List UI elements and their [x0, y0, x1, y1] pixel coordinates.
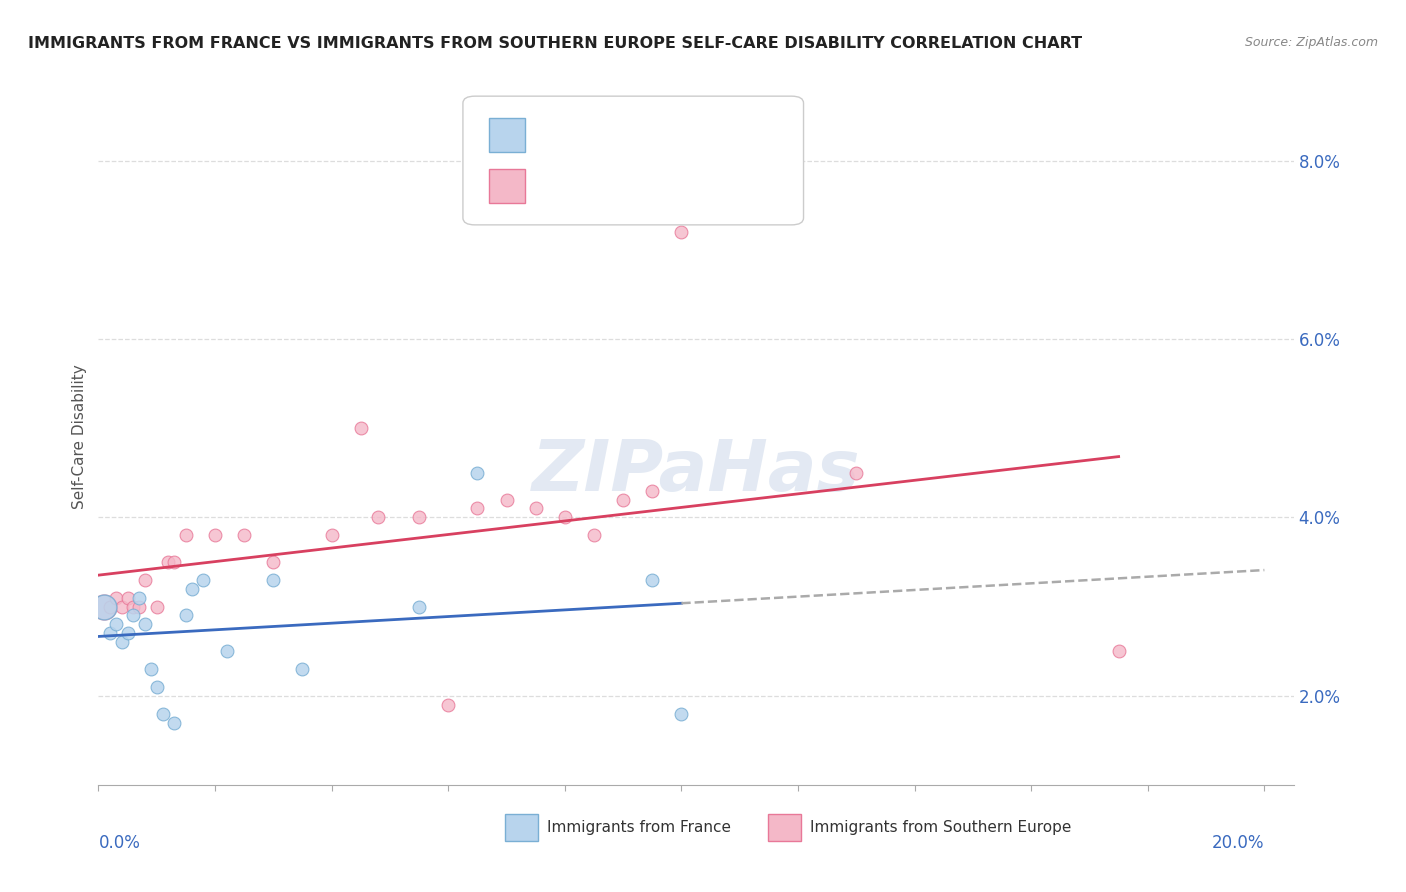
Text: 20.0%: 20.0% — [1212, 834, 1264, 852]
Point — [495, 492, 517, 507]
Point — [671, 225, 693, 239]
Point — [163, 715, 186, 730]
Point — [467, 466, 489, 480]
Y-axis label: Self-Care Disability: Self-Care Disability — [72, 365, 87, 509]
Point — [204, 528, 226, 542]
Point — [93, 599, 115, 614]
Point — [139, 662, 162, 676]
Point — [134, 617, 156, 632]
Point — [671, 706, 693, 721]
Point — [408, 599, 430, 614]
Point — [174, 528, 197, 542]
Point — [582, 528, 605, 542]
Point — [104, 617, 127, 632]
Text: N =: N = — [644, 126, 682, 145]
Point — [117, 591, 139, 605]
Point — [845, 466, 868, 480]
Text: 0.269: 0.269 — [575, 126, 628, 145]
Text: 30: 30 — [683, 177, 706, 195]
FancyBboxPatch shape — [768, 814, 801, 840]
Text: R =: R = — [537, 126, 574, 145]
Point — [233, 528, 256, 542]
Point — [145, 599, 167, 614]
Text: Source: ZipAtlas.com: Source: ZipAtlas.com — [1244, 36, 1378, 49]
FancyBboxPatch shape — [489, 119, 524, 152]
Point — [524, 501, 547, 516]
Point — [93, 599, 115, 614]
Point — [98, 599, 121, 614]
Point — [111, 599, 134, 614]
Text: Immigrants from Southern Europe: Immigrants from Southern Europe — [810, 820, 1071, 835]
Point — [350, 421, 373, 435]
FancyBboxPatch shape — [463, 96, 804, 225]
Point — [408, 510, 430, 524]
Point — [215, 644, 238, 658]
Point — [467, 501, 489, 516]
Point — [321, 528, 343, 542]
Point — [122, 599, 145, 614]
FancyBboxPatch shape — [489, 169, 524, 202]
Text: 0.524: 0.524 — [575, 177, 628, 195]
Point — [1108, 644, 1130, 658]
Point — [128, 591, 150, 605]
Point — [291, 662, 314, 676]
Point — [641, 573, 664, 587]
Point — [134, 573, 156, 587]
Point — [98, 626, 121, 640]
Point — [262, 573, 284, 587]
Point — [554, 510, 576, 524]
Point — [193, 573, 215, 587]
Point — [117, 626, 139, 640]
Point — [612, 492, 634, 507]
Point — [128, 599, 150, 614]
Point — [152, 706, 174, 721]
Point — [145, 680, 167, 694]
Text: Immigrants from France: Immigrants from France — [547, 820, 731, 835]
Point — [122, 608, 145, 623]
Point — [367, 510, 389, 524]
Point — [437, 698, 460, 712]
Point — [262, 555, 284, 569]
Point — [174, 608, 197, 623]
Point — [180, 582, 202, 596]
Point — [157, 555, 180, 569]
Text: ZIPaHas: ZIPaHas — [531, 437, 860, 507]
Text: R =: R = — [537, 177, 574, 195]
FancyBboxPatch shape — [505, 814, 538, 840]
Text: 0.0%: 0.0% — [98, 834, 141, 852]
Point — [104, 591, 127, 605]
Point — [111, 635, 134, 649]
Point — [641, 483, 664, 498]
Text: 22: 22 — [683, 126, 706, 145]
Text: N =: N = — [644, 177, 682, 195]
Text: IMMIGRANTS FROM FRANCE VS IMMIGRANTS FROM SOUTHERN EUROPE SELF-CARE DISABILITY C: IMMIGRANTS FROM FRANCE VS IMMIGRANTS FRO… — [28, 36, 1083, 51]
Point — [163, 555, 186, 569]
